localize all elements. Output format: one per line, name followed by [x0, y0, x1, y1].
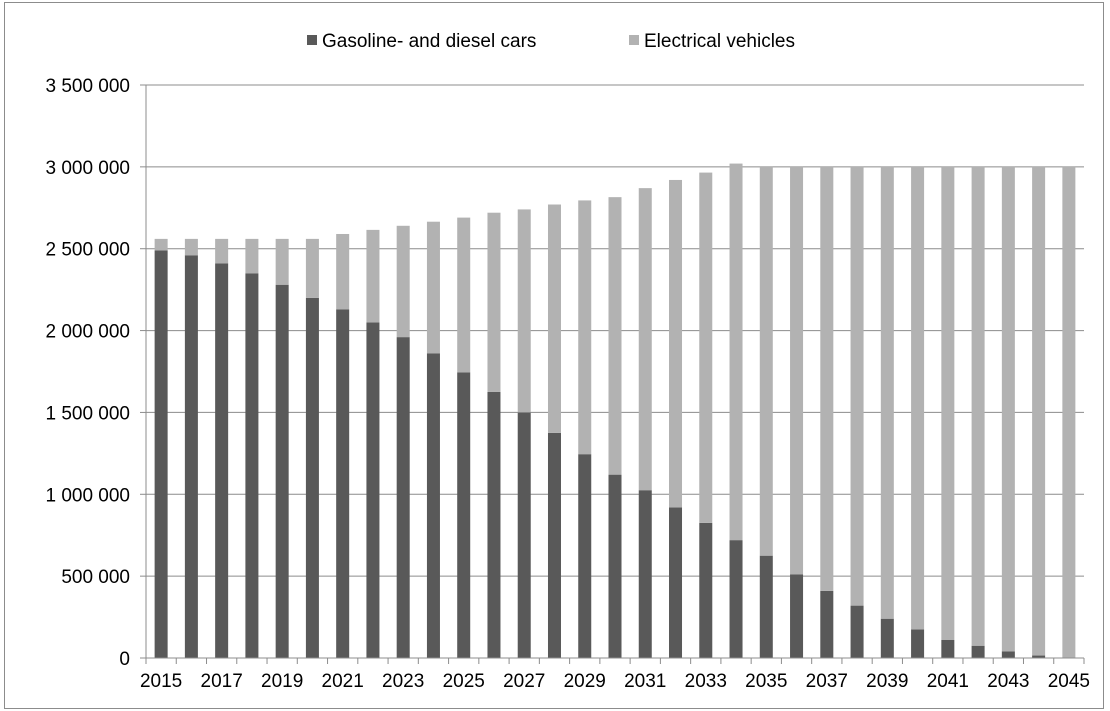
x-tick-label: 2029 — [564, 671, 606, 692]
bar-electrical — [638, 188, 652, 491]
bar-gasoline-diesel — [487, 391, 501, 658]
x-tick-label: 2033 — [685, 671, 727, 692]
bar-electrical — [1001, 166, 1015, 652]
bar-electrical — [669, 179, 683, 508]
bar-electrical — [487, 212, 501, 392]
bar-electrical — [336, 233, 350, 310]
x-tick-label: 2017 — [201, 671, 243, 692]
bar-gasoline-diesel — [245, 273, 259, 658]
bar-electrical — [880, 166, 894, 619]
x-tick-label: 2025 — [443, 671, 485, 692]
bar-gasoline-diesel — [275, 284, 289, 658]
bar-gasoline-diesel — [911, 629, 925, 658]
bar-gasoline-diesel — [154, 250, 168, 658]
bar-electrical — [578, 200, 592, 455]
x-tick-label: 2019 — [261, 671, 303, 692]
bar-gasoline-diesel — [850, 605, 864, 658]
bar-gasoline-diesel — [366, 322, 380, 658]
bar-gasoline-diesel — [215, 263, 229, 658]
gridlines — [140, 84, 1084, 659]
y-tick-label: 1 500 000 — [45, 403, 130, 424]
x-tick-label: 2023 — [382, 671, 424, 692]
legend-swatch-electrical — [629, 35, 639, 45]
x-tick-labels: 2015 2017 2019 2021 2023 2025 2027 2029 2031 2033… — [140, 671, 1090, 692]
bar-electrical — [1032, 166, 1046, 656]
legend-label-electrical: Electrical vehicles — [644, 31, 795, 52]
legend: Gasoline- and diesel cars Electrical veh… — [307, 31, 795, 52]
y-tick-label: 3 500 000 — [45, 76, 130, 97]
y-tick-labels: 0 500 000 1 000 000 1 500 000 2 000 000 2 500… — [45, 76, 130, 670]
bar-electrical — [184, 238, 198, 256]
bar-gasoline-diesel — [578, 454, 592, 658]
bar-electrical — [971, 166, 985, 646]
bar-gasoline-diesel — [305, 297, 319, 658]
x-tick-label: 2031 — [624, 671, 666, 692]
y-tick-label: 2 500 000 — [45, 240, 130, 261]
x-tick-label: 2015 — [140, 671, 182, 692]
x-tick-label: 2037 — [806, 671, 848, 692]
chart-frame — [4, 2, 1104, 709]
bar-electrical — [911, 166, 925, 630]
bar-electrical — [426, 221, 440, 354]
bar-gasoline-diesel — [184, 255, 198, 658]
bar-gasoline-diesel — [547, 432, 561, 658]
x-tick-label: 2039 — [866, 671, 908, 692]
bar-electrical — [245, 238, 259, 274]
bar-electrical — [608, 197, 622, 475]
bar-gasoline-diesel — [759, 555, 773, 658]
bars — [154, 163, 1076, 658]
y-tick-label: 500 000 — [61, 567, 130, 588]
bar-electrical — [759, 166, 773, 556]
bar-gasoline-diesel — [396, 337, 410, 658]
bar-electrical — [790, 166, 804, 575]
y-tick-label: 1 000 000 — [45, 485, 130, 506]
bar-gasoline-diesel — [699, 522, 713, 658]
bar-electrical — [729, 163, 743, 541]
bar-electrical — [305, 238, 319, 298]
legend-label-gasoline-diesel: Gasoline- and diesel cars — [322, 31, 536, 52]
bar-gasoline-diesel — [517, 412, 531, 658]
bar-gasoline-diesel — [608, 474, 622, 658]
bar-electrical — [820, 166, 834, 591]
legend-swatch-gasoline-diesel — [307, 35, 317, 45]
bar-electrical — [457, 217, 471, 373]
bar-electrical — [850, 166, 864, 606]
bar-gasoline-diesel — [729, 540, 743, 658]
bar-electrical — [699, 172, 713, 523]
x-tick-label: 2035 — [745, 671, 787, 692]
bar-gasoline-diesel — [1001, 651, 1015, 658]
y-tick-label: 2 000 000 — [45, 322, 130, 343]
bar-electrical — [547, 204, 561, 433]
bar-electrical — [366, 229, 380, 323]
x-tick-label: 2043 — [987, 671, 1029, 692]
bar-gasoline-diesel — [457, 372, 471, 658]
bar-gasoline-diesel — [638, 490, 652, 658]
x-tick-label: 2041 — [927, 671, 969, 692]
bar-electrical — [1062, 166, 1076, 658]
bar-gasoline-diesel — [820, 590, 834, 658]
bar-gasoline-diesel — [426, 353, 440, 658]
axes — [145, 85, 1085, 664]
bar-electrical — [517, 209, 531, 413]
bar-electrical — [396, 225, 410, 338]
y-tick-label: 3 000 000 — [45, 158, 130, 179]
bar-electrical — [941, 166, 955, 640]
y-tick-label: 0 — [119, 649, 130, 670]
bar-gasoline-diesel — [971, 645, 985, 658]
bar-gasoline-diesel — [941, 639, 955, 658]
bar-electrical — [275, 238, 289, 285]
bar-gasoline-diesel — [880, 618, 894, 658]
x-tick-label: 2045 — [1048, 671, 1090, 692]
bar-electrical — [215, 238, 229, 264]
bar-gasoline-diesel — [790, 574, 804, 658]
x-tick-label: 2027 — [503, 671, 545, 692]
x-tick-label: 2021 — [322, 671, 364, 692]
bar-electrical — [154, 238, 168, 251]
bar-gasoline-diesel — [1032, 655, 1046, 658]
bar-gasoline-diesel — [336, 309, 350, 658]
bar-gasoline-diesel — [669, 507, 683, 658]
